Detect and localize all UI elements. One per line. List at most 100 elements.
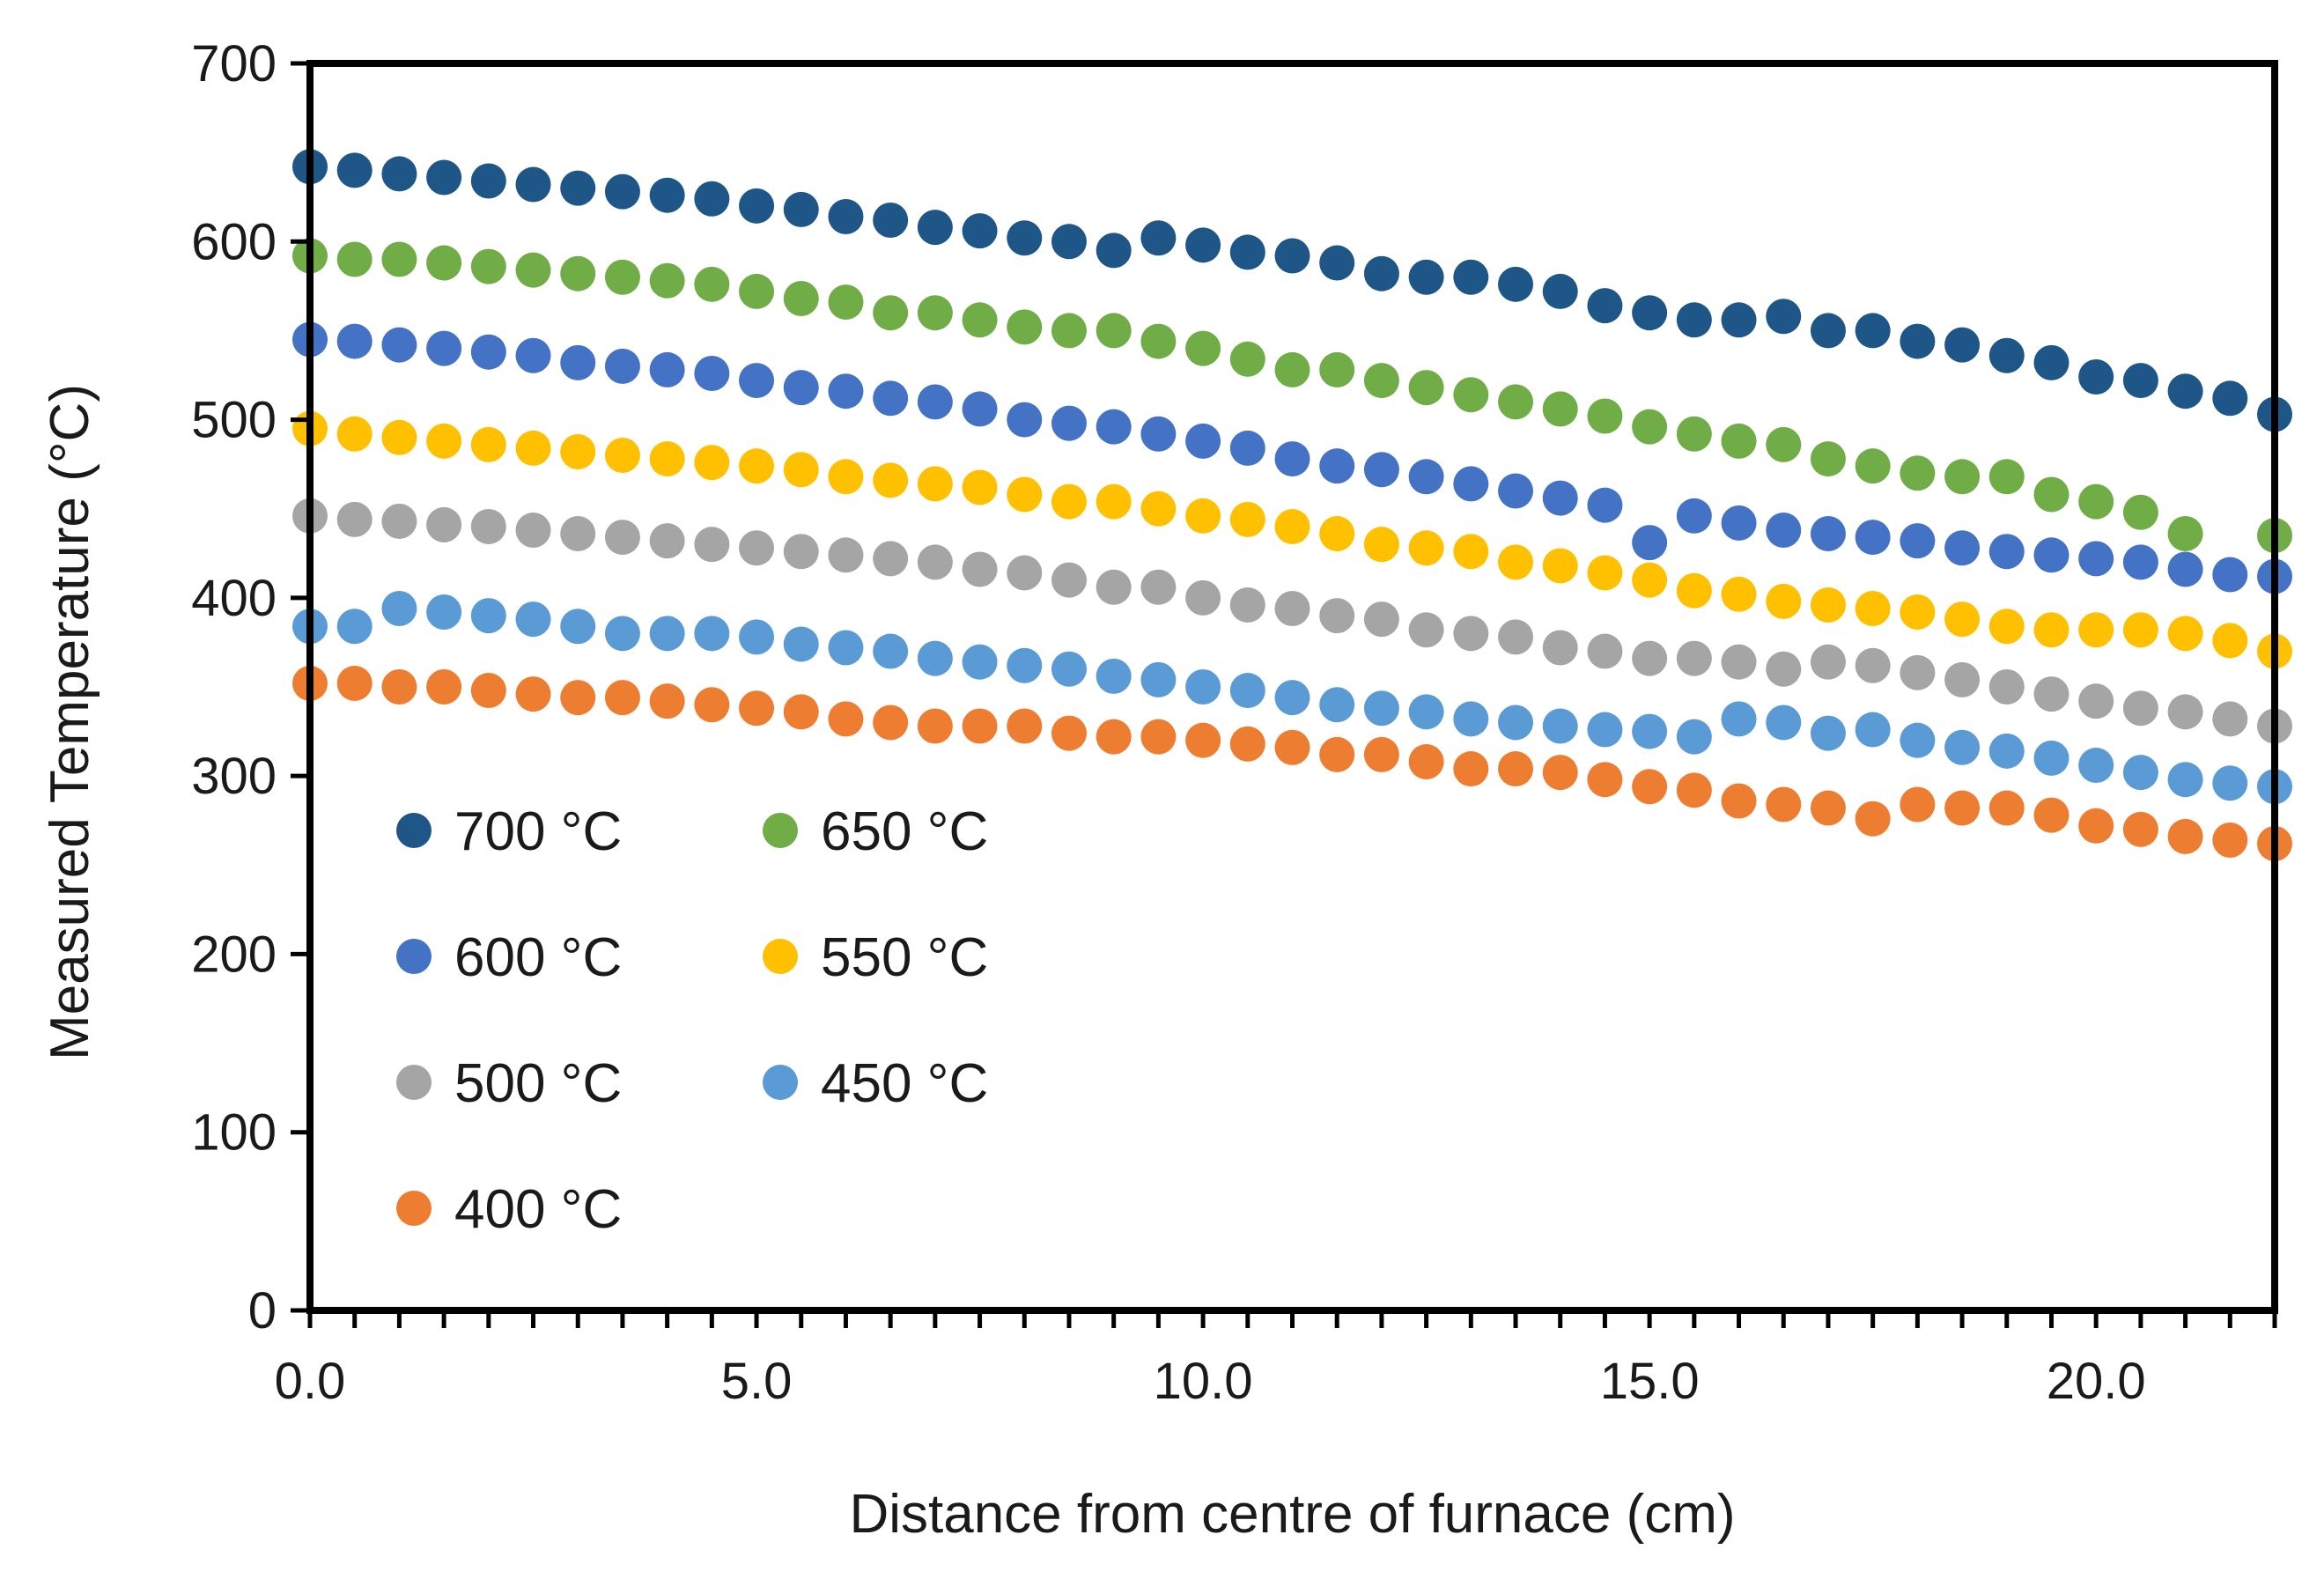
data-point	[381, 241, 417, 277]
y-tick-label: 200	[191, 926, 277, 983]
data-point	[381, 327, 417, 363]
data-point	[426, 330, 462, 366]
data-point	[470, 163, 506, 199]
data-point	[873, 462, 909, 498]
legend-label: 550 °C	[821, 927, 988, 988]
data-point	[1498, 619, 1534, 655]
series-layer	[292, 149, 2292, 862]
legend-item: 500 °C	[396, 1053, 622, 1114]
data-point	[1453, 466, 1489, 502]
data-point	[694, 687, 730, 723]
data-point	[739, 363, 775, 399]
data-point	[2033, 476, 2069, 513]
data-point	[1900, 455, 1936, 491]
legend-label: 600 °C	[454, 927, 622, 988]
data-point	[1632, 713, 1668, 749]
series-650c	[292, 238, 2292, 554]
data-point	[2167, 373, 2203, 410]
data-point	[2078, 808, 2114, 844]
data-point	[1900, 786, 1936, 823]
data-point	[1766, 705, 1802, 741]
data-point	[2167, 762, 2203, 798]
data-point	[1229, 587, 1265, 623]
data-point	[1855, 313, 1891, 349]
data-point	[1051, 483, 1087, 520]
data-point	[694, 616, 730, 652]
y-tick-label: 400	[191, 570, 277, 627]
data-point	[2078, 683, 2114, 719]
data-point	[783, 534, 819, 570]
data-point	[426, 245, 462, 281]
data-point	[1587, 712, 1623, 748]
data-point	[336, 241, 373, 277]
data-point	[1051, 224, 1087, 260]
data-point	[1988, 459, 2025, 495]
data-point	[381, 419, 417, 455]
data-point	[1810, 715, 1846, 751]
data-point	[917, 544, 953, 580]
data-point	[604, 173, 640, 210]
data-point	[1408, 530, 1444, 566]
data-point	[2033, 676, 2069, 712]
legend-label: 500 °C	[454, 1053, 622, 1114]
data-point	[962, 213, 998, 249]
data-point	[1676, 640, 1712, 676]
data-point	[739, 448, 775, 484]
data-point	[1810, 516, 1846, 552]
data-point	[873, 633, 909, 669]
data-point	[917, 708, 953, 744]
data-point	[694, 266, 730, 302]
data-point	[1274, 508, 1310, 544]
data-point	[828, 701, 864, 737]
data-point	[1274, 351, 1310, 387]
legend-label: 700 °C	[454, 801, 622, 862]
legend-marker	[396, 1191, 432, 1226]
series-550c	[292, 410, 2292, 669]
data-point	[1408, 694, 1444, 730]
x-tick-label: 0.0	[275, 1353, 346, 1410]
data-point	[1988, 534, 2025, 570]
data-point	[2078, 748, 2114, 784]
data-point	[1810, 441, 1846, 477]
data-point	[649, 351, 685, 387]
data-point	[2033, 612, 2069, 648]
data-point	[604, 348, 640, 384]
data-point	[739, 690, 775, 727]
data-point	[1810, 587, 1846, 623]
data-point	[1676, 498, 1712, 534]
data-point	[2078, 612, 2114, 648]
data-point	[828, 459, 864, 495]
data-point	[1051, 651, 1087, 687]
data-point	[1453, 259, 1489, 295]
data-point	[381, 669, 417, 705]
data-point	[1855, 590, 1891, 626]
data-point	[873, 203, 909, 239]
data-point	[1363, 452, 1399, 488]
data-point	[515, 166, 551, 203]
data-point	[1721, 644, 1757, 680]
data-point	[1721, 783, 1757, 819]
data-point	[1810, 790, 1846, 826]
data-point	[1096, 483, 1132, 520]
data-point	[560, 680, 596, 716]
data-point	[1944, 661, 1981, 697]
y-tick-label: 600	[191, 213, 277, 270]
data-point	[604, 438, 640, 474]
data-point	[1632, 562, 1668, 598]
data-point	[1900, 654, 1936, 690]
data-point	[1900, 523, 1936, 559]
series-600c	[292, 321, 2292, 594]
data-point	[1498, 705, 1534, 741]
data-point	[2212, 557, 2248, 593]
data-point	[2122, 811, 2158, 847]
data-point	[1229, 501, 1265, 537]
data-point	[426, 423, 462, 459]
data-point	[1140, 416, 1177, 452]
data-point	[1096, 232, 1132, 269]
data-point	[381, 503, 417, 539]
data-point	[381, 156, 417, 192]
data-point	[1498, 751, 1534, 787]
data-point	[2212, 380, 2248, 417]
data-point	[783, 626, 819, 662]
data-point	[560, 609, 596, 645]
